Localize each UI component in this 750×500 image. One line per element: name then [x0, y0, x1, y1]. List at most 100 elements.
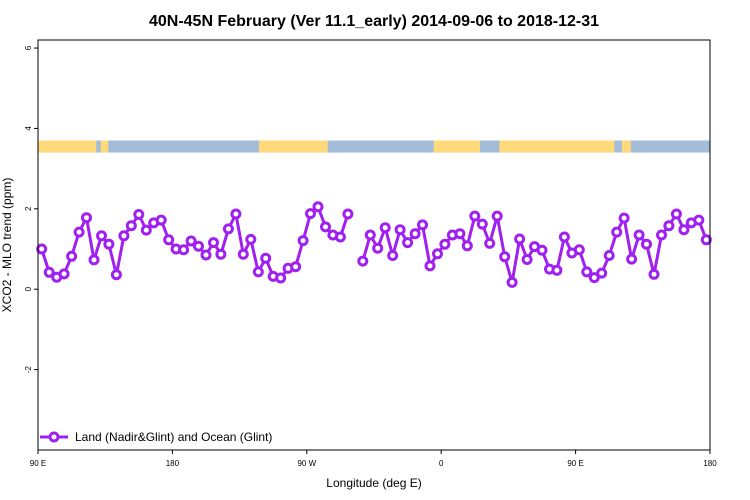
data-point	[103, 238, 115, 250]
data-point	[484, 237, 496, 249]
x-tick-label: 0	[439, 459, 444, 468]
data-point	[312, 201, 324, 213]
data-point	[648, 268, 660, 280]
data-point	[222, 223, 234, 235]
data-point	[237, 248, 249, 260]
y-tick-label: 4	[24, 126, 33, 131]
chart-title: 40N-45N February (Ver 11.1_early) 2014-0…	[149, 13, 599, 30]
data-point	[678, 224, 690, 236]
data-point	[133, 209, 145, 220]
data-point	[670, 208, 682, 220]
data-point	[618, 212, 630, 224]
data-point	[297, 235, 309, 247]
data-point	[88, 254, 100, 266]
data-point	[491, 210, 503, 222]
data-point	[73, 226, 85, 238]
data-point	[110, 269, 122, 281]
data-point	[43, 266, 55, 278]
land-band	[499, 140, 615, 153]
data-point	[230, 208, 242, 220]
data-point	[611, 226, 623, 238]
data-point	[163, 234, 175, 246]
data-point	[514, 233, 526, 245]
data-point	[409, 228, 421, 240]
data-point	[439, 238, 451, 250]
data-point	[305, 208, 316, 220]
x-tick-label: 90 E	[30, 459, 46, 468]
x-tick-label: 180	[703, 459, 717, 468]
data-point	[581, 266, 593, 278]
data-point	[81, 212, 92, 224]
land-band	[38, 140, 97, 153]
data-point	[596, 267, 608, 279]
x-tick-label: 90 E	[567, 459, 583, 468]
data-point	[536, 244, 548, 256]
data-point	[626, 253, 638, 265]
data-point	[125, 220, 137, 232]
data-point	[96, 230, 107, 242]
data-point	[476, 218, 488, 230]
data-point	[342, 208, 354, 220]
data-point	[551, 264, 563, 276]
data-point	[215, 248, 227, 260]
data-point	[454, 228, 466, 240]
y-tick-label: 0	[24, 286, 33, 291]
data-point	[588, 272, 600, 284]
data-point	[693, 214, 705, 226]
data-point	[275, 272, 287, 284]
data-point	[178, 244, 190, 256]
data-point	[387, 250, 399, 261]
data-point	[185, 235, 197, 247]
legend-marker	[48, 431, 60, 443]
land-band	[100, 140, 109, 153]
data-point	[140, 224, 152, 236]
data-point	[573, 244, 585, 256]
data-point	[394, 224, 406, 236]
legend-entry-label: Land (Nadir&Glint) and Ocean (Glint)	[75, 430, 272, 444]
data-point	[603, 250, 615, 261]
data-point	[372, 242, 384, 254]
data-point	[260, 252, 272, 264]
data-point	[633, 229, 645, 241]
x-tick-label: 90 W	[297, 459, 316, 468]
data-point	[402, 237, 414, 249]
data-point	[66, 250, 78, 262]
data-point	[461, 240, 473, 252]
data-point	[36, 243, 48, 255]
land-band	[621, 140, 631, 153]
y-axis-label: XCO2 - MLO trend (ppm)	[0, 178, 14, 313]
data-point	[663, 220, 675, 232]
axis-ticks: 6 4 2 0 -2 90 E 180 90 W 0 90 E 180	[24, 45, 717, 468]
x-axis-label: Longitude (deg E)	[326, 476, 421, 490]
data-point	[245, 233, 257, 245]
land-ocean-strip	[38, 140, 710, 153]
data-point	[252, 266, 264, 278]
data-point	[469, 210, 481, 222]
plot-frame	[37, 39, 711, 451]
data-point	[656, 229, 667, 241]
data-point	[334, 231, 346, 243]
data-point	[290, 261, 302, 273]
y-tick-label: 2	[24, 206, 33, 211]
data-point	[118, 230, 130, 242]
data-point	[432, 248, 443, 260]
data-point	[357, 255, 369, 267]
data-point	[506, 276, 518, 288]
data-point	[155, 214, 167, 226]
x-tick-label: 180	[166, 459, 180, 468]
data-point	[200, 249, 212, 261]
data-point	[424, 260, 436, 272]
data-point	[208, 237, 219, 249]
land-band	[433, 140, 481, 153]
data-point	[193, 240, 204, 252]
series-layer	[36, 201, 712, 288]
data-point	[641, 238, 652, 250]
data-point	[499, 251, 511, 263]
data-point	[417, 219, 428, 231]
data-point	[364, 229, 376, 241]
land-band	[259, 140, 328, 153]
data-point	[379, 222, 391, 234]
legend: Land (Nadir&Glint) and Ocean (Glint)	[40, 430, 272, 444]
data-point	[320, 221, 331, 233]
